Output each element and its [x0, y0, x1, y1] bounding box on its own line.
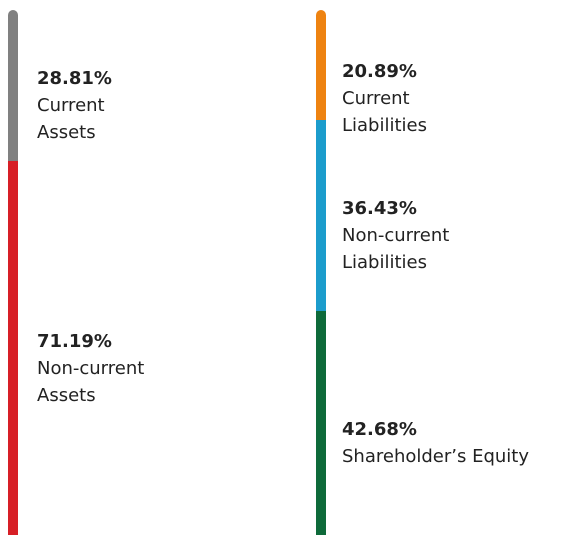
segment-label: 71.19% Non-current Assets [37, 328, 144, 409]
segment-name: Shareholder’s Equity [342, 445, 530, 467]
value-label: 36.43% [342, 197, 417, 219]
segment-name: Non-current Assets [37, 357, 145, 406]
value-label: 28.81% [37, 68, 112, 90]
segment-label: 20.89% Current Liabilities [342, 58, 427, 139]
value-label: 42.68% [342, 418, 417, 440]
segment-name: Current Assets [37, 95, 105, 144]
value-label: 71.19% [37, 330, 112, 352]
bar-segment [8, 10, 18, 162]
segment-name: Current Liabilities [342, 88, 427, 136]
segment-name: Non-current Liabilities [342, 224, 450, 273]
segment-label: 28.81% Current Assets [37, 65, 112, 146]
bar-segment [8, 161, 18, 535]
bar-segment [316, 10, 326, 120]
segment-label: 36.43% Non-current Liabilities [342, 195, 449, 276]
segment-label: 42.68% Shareholder’s Equity [342, 416, 529, 470]
bar-segment [316, 119, 326, 311]
bar-segment [316, 310, 326, 535]
value-label: 20.89% [342, 61, 417, 82]
